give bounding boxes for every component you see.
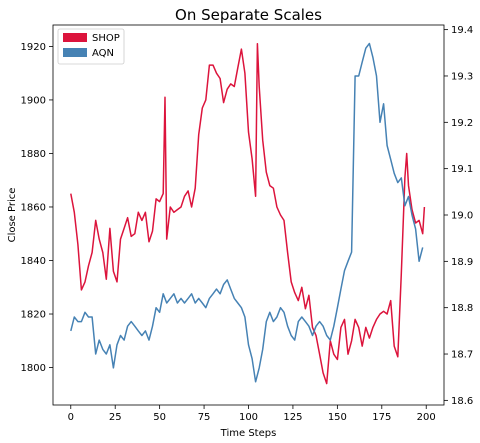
left-tick-label: 1800 (21, 363, 46, 374)
legend: SHOP AQN (57, 28, 125, 65)
x-tick-label: 25 (109, 412, 122, 423)
chart-title: On Separate Scales (175, 6, 322, 24)
x-tick-label: 50 (153, 412, 166, 423)
legend-swatch-shop (63, 33, 87, 42)
series-line-shop (70, 42, 426, 385)
plot-lines (70, 42, 426, 385)
x-axis-ticks: 0 25 50 75 100 125 150 175 200 (68, 405, 436, 423)
right-axis-ticks: 18.6 18.7 18.8 18.9 19.0 19.1 19.2 19.3 19.4 (444, 25, 473, 407)
left-tick-label: 1820 (21, 310, 46, 321)
legend-swatch-aqn (63, 48, 87, 57)
right-tick-label: 19.2 (451, 118, 473, 129)
x-tick-label: 200 (417, 412, 436, 423)
legend-label-aqn: AQN (92, 48, 114, 59)
right-tick-label: 19.3 (451, 71, 473, 82)
left-tick-label: 1920 (21, 42, 46, 53)
left-tick-label: 1900 (21, 95, 46, 106)
right-tick-label: 18.6 (451, 396, 473, 407)
x-tick-label: 175 (372, 412, 391, 423)
right-tick-label: 19.1 (451, 164, 473, 175)
right-tick-label: 18.8 (451, 303, 473, 314)
legend-label-shop: SHOP (92, 33, 120, 44)
right-tick-label: 19.4 (451, 25, 473, 36)
right-tick-label: 19.0 (451, 211, 473, 222)
x-tick-label: 75 (198, 412, 211, 423)
x-tick-label: 125 (283, 412, 302, 423)
x-tick-label: 100 (239, 412, 258, 423)
left-tick-label: 1860 (21, 202, 46, 213)
series-line-aqn (70, 42, 424, 383)
x-axis-label: Time Steps (220, 428, 277, 439)
x-tick-label: 0 (68, 412, 74, 423)
right-tick-label: 18.9 (451, 257, 473, 268)
left-axis-ticks: 1800 1820 1840 1860 1880 1900 1920 (21, 42, 53, 374)
left-tick-label: 1840 (21, 256, 46, 267)
y-axis-label: Close Price (7, 188, 18, 243)
x-tick-label: 150 (328, 412, 347, 423)
right-tick-label: 18.7 (451, 350, 473, 361)
left-tick-label: 1880 (21, 149, 46, 160)
